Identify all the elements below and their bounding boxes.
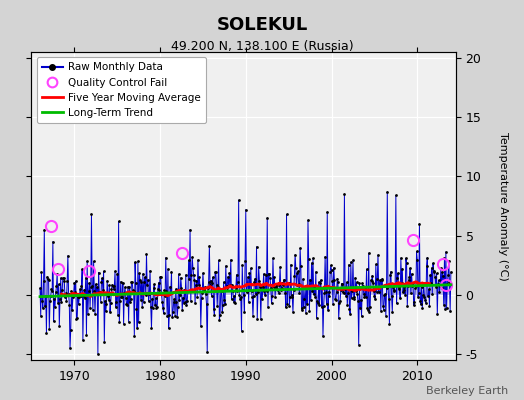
Y-axis label: Temperature Anomaly (°C): Temperature Anomaly (°C) <box>498 132 508 280</box>
Text: SOLEKUL: SOLEKUL <box>216 16 308 34</box>
Text: Berkeley Earth: Berkeley Earth <box>426 386 508 396</box>
Legend: Raw Monthly Data, Quality Control Fail, Five Year Moving Average, Long-Term Tren: Raw Monthly Data, Quality Control Fail, … <box>37 57 206 123</box>
Text: 49.200 N, 138.100 E (Russia): 49.200 N, 138.100 E (Russia) <box>171 40 353 53</box>
